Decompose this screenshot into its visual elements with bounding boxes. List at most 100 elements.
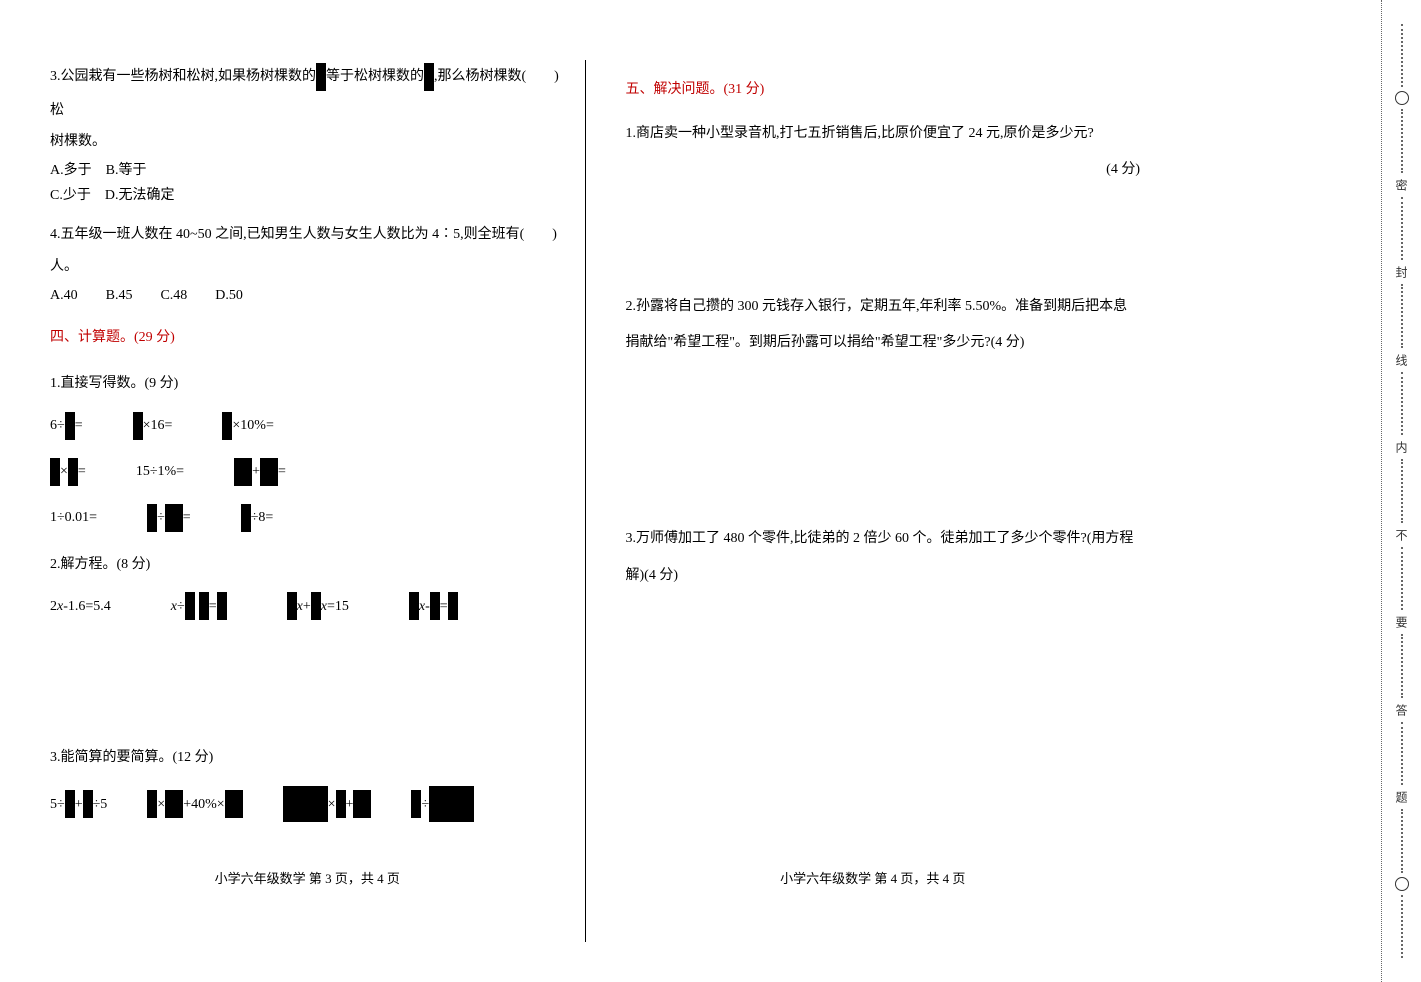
calc-text: = — [278, 459, 286, 484]
sub-q-1: 1.直接写得数。(9 分) — [50, 369, 565, 400]
circle-icon — [1395, 91, 1409, 105]
section-4-header: 四、计算题。(29 分) — [50, 323, 565, 354]
page-container: 3.公园栽有一些杨树和松树,如果杨树棵数的等于松树棵数的,那么杨树棵数( )松 … — [0, 0, 1180, 982]
margin-char: 线 — [1393, 354, 1410, 366]
simp-text: + — [346, 792, 354, 817]
bracket-box-icon — [283, 786, 328, 822]
calc-text: = — [183, 505, 191, 530]
fraction-box-icon — [430, 592, 440, 620]
margin-char: 答 — [1393, 704, 1410, 716]
q3-text: 3.公园栽有一些杨树和松树,如果杨树棵数的等于松树棵数的,那么杨树棵数( )松 — [50, 60, 565, 127]
circle-icon — [1395, 877, 1409, 891]
q3-text-b: 等于松树棵数的 — [326, 69, 424, 84]
calc-text: ×16= — [143, 413, 173, 438]
calc-text: = — [75, 413, 83, 438]
fraction-box-icon — [83, 790, 93, 818]
simp-text: 5÷ — [50, 792, 65, 817]
fraction-box-icon — [241, 504, 251, 532]
eq-2: x÷= — [171, 592, 227, 620]
q3-options-cd: C.少于 D.无法确定 — [50, 183, 565, 208]
dotted-line-icon — [1401, 372, 1403, 435]
eq-text: ÷ — [177, 594, 185, 619]
q4-text-b: 人。 — [50, 252, 565, 283]
calc-row-2: ×= 15÷1%= + = — [50, 458, 565, 486]
simp-text: ÷ — [421, 792, 429, 817]
fraction-box-icon — [165, 504, 183, 532]
fraction-box-icon — [316, 63, 326, 91]
simp-text: ÷5 — [93, 792, 108, 817]
fraction-box-icon — [311, 592, 321, 620]
simp-text: + — [75, 792, 83, 817]
q4-options: A.40 B.45 C.48 D.50 — [50, 283, 565, 308]
dotted-line-icon — [1401, 634, 1403, 697]
calc-item: + = — [234, 458, 286, 486]
fraction-box-icon — [147, 504, 157, 532]
fraction-box-icon — [353, 790, 371, 818]
calc-text: + — [252, 459, 260, 484]
fraction-box-icon — [234, 458, 252, 486]
calc-row-1: 6÷ = ×16= ×10%= — [50, 412, 565, 440]
wp1-points: (4 分) — [626, 152, 1141, 188]
dotted-line-icon — [1401, 547, 1403, 610]
eq-1: 2x-1.6=5.4 — [50, 594, 111, 619]
fraction-box-icon — [287, 592, 297, 620]
calc-item: ÷= — [147, 504, 191, 532]
fraction-box-icon — [225, 790, 243, 818]
margin-char: 密 — [1393, 179, 1410, 191]
calc-text: ÷8= — [251, 505, 274, 530]
q3-options: A.多于 B.等于 C.少于 D.无法确定 — [50, 158, 565, 208]
simp-1: 5÷ + ÷5 — [50, 790, 107, 818]
fraction-pair-icon — [185, 592, 209, 620]
calc-item: 15÷1%= — [136, 459, 184, 484]
fraction-box-icon — [147, 790, 157, 818]
dotted-line-icon — [1401, 809, 1403, 872]
fraction-box-icon — [165, 790, 183, 818]
left-footer: 小学六年级数学 第 3 页，共 4 页 — [30, 868, 585, 887]
margin-char: 不 — [1393, 529, 1410, 541]
section-5-header: 五、解决问题。(31 分) — [626, 75, 1141, 106]
margin-char: 要 — [1393, 616, 1410, 628]
spacer — [50, 638, 565, 728]
eq-text: = — [440, 594, 448, 619]
calc-text: ×10%= — [232, 413, 273, 438]
simp-3: ×+ — [283, 786, 372, 822]
calc-item: ×= — [50, 458, 86, 486]
calc-item: ×16= — [133, 412, 173, 440]
sub-q-2: 2.解方程。(8 分) — [50, 550, 565, 581]
question-3: 3.公园栽有一些杨树和松树,如果杨树棵数的等于松树棵数的,那么杨树棵数( )松 … — [50, 60, 565, 208]
calc-text: × — [60, 459, 68, 484]
margin-char: 封 — [1393, 266, 1410, 278]
calc-item: ÷8= — [241, 504, 274, 532]
eq-text: -1.6=5.4 — [63, 594, 111, 619]
eq-text: =15 — [327, 594, 349, 619]
fraction-box-icon — [217, 592, 227, 620]
calc-text: = — [78, 459, 86, 484]
eq-3: x+x=15 — [287, 592, 349, 620]
dotted-line-icon — [1401, 109, 1403, 172]
simp-text: × — [328, 792, 336, 817]
margin-char: 题 — [1393, 791, 1410, 803]
dotted-line-icon — [1401, 197, 1403, 260]
q3-options-ab: A.多于 B.等于 — [50, 158, 565, 183]
eq-4: x-= — [409, 592, 458, 620]
calc-item: ×10%= — [222, 412, 273, 440]
simp-text: +40%× — [183, 792, 224, 817]
sub-q-3: 3.能简算的要简算。(12 分) — [50, 743, 565, 774]
fraction-box-icon — [336, 790, 346, 818]
q3-text-d: 树棵数。 — [50, 127, 565, 158]
simp-text: × — [157, 792, 165, 817]
simp-row: 5÷+÷5 ×+40%× ×+ ÷ — [50, 786, 565, 822]
eq-text: + — [303, 594, 311, 619]
fraction-box-icon — [133, 412, 143, 440]
q4-text-a: 4.五年级一班人数在 40~50 之间,已知男生人数与女生人数比为 4∶5,则全… — [50, 218, 565, 252]
right-column: 五、解决问题。(31 分) 1.商店卖一种小型录音机,打七五折销售后,比原价便宜… — [586, 60, 1161, 942]
simp-2: × +40%× — [147, 790, 242, 818]
eq-text: = — [209, 594, 217, 619]
calc-item: 6÷ = — [50, 412, 83, 440]
calc-text: 6÷ — [50, 413, 65, 438]
word-problem-2: 2.孙露将自己攒的 300 元钱存入银行，定期五年,年利率 5.50%。准备到期… — [626, 289, 1141, 362]
dotted-line-icon — [1401, 459, 1403, 522]
fraction-box-icon — [448, 592, 458, 620]
eq-row: 2x-1.6=5.4 x÷= x+x=15 x-= — [50, 592, 565, 620]
dotted-line-icon — [1401, 895, 1403, 958]
